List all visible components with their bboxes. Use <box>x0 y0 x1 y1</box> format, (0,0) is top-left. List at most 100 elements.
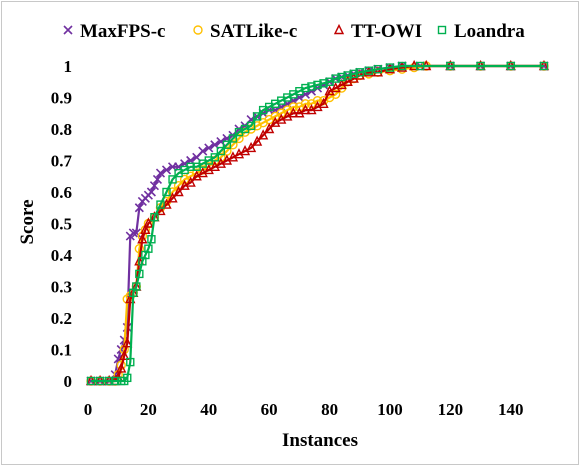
data-point-loandra <box>162 187 171 197</box>
legend-item-tt-owi: TT-OWI <box>333 21 422 42</box>
series-tt-owi <box>85 59 550 386</box>
y-tick-label: 0.1 <box>51 341 72 360</box>
y-tick-label: 0.4 <box>51 246 73 265</box>
data-point-loandra <box>86 376 96 386</box>
data-point-satlike-c <box>228 140 238 150</box>
data-point-loandra <box>539 61 549 71</box>
x-tick-label: 0 <box>84 400 93 419</box>
data-point-maxfps-c <box>152 174 163 184</box>
data-point-loandra <box>126 357 135 367</box>
data-point-satlike-c <box>288 102 299 112</box>
x-tick-label: 120 <box>438 400 464 419</box>
data-point-tt-owi <box>122 337 133 348</box>
x-tick-label: 60 <box>261 400 278 419</box>
x-tick-label: 80 <box>321 400 338 419</box>
data-point-loandra <box>319 79 328 88</box>
legend-marker-satlike-c <box>193 25 203 35</box>
legend-label-satlike-c: SATLike-c <box>210 21 297 42</box>
data-point-loandra <box>104 376 114 386</box>
data-point-satlike-c <box>134 243 145 254</box>
data-point-tt-owi <box>258 129 269 140</box>
data-point-loandra <box>506 61 515 71</box>
y-tick-label: 0.6 <box>51 183 72 202</box>
data-point-loandra <box>476 61 485 71</box>
series-line-maxfps-c <box>91 64 544 383</box>
legend-marker-loandra <box>437 25 447 35</box>
legend: MaxFPS-c SATLike-c TT-OWI Loandra <box>63 21 525 42</box>
data-point-tt-owi <box>173 185 184 197</box>
y-tick-label: 0.7 <box>51 152 73 171</box>
y-tick-label: 1 <box>64 57 73 76</box>
data-point-tt-owi <box>140 223 151 234</box>
data-point-loandra <box>337 72 346 82</box>
data-point-loandra <box>446 61 455 71</box>
data-point-maxfps-c <box>128 228 138 238</box>
data-point-loandra <box>156 200 165 209</box>
data-point-tt-owi <box>300 104 311 115</box>
x-tick-label: 40 <box>200 400 217 419</box>
series-line-satlike-c <box>91 64 544 383</box>
x-tick-label: 20 <box>140 400 157 419</box>
legend-label-loandra: Loandra <box>454 21 525 42</box>
legend-marker-tt-owi <box>333 23 345 35</box>
data-point-loandra <box>307 82 316 91</box>
data-point-loandra <box>313 80 322 90</box>
data-point-satlike-c <box>234 133 244 144</box>
data-point-loandra <box>216 146 226 156</box>
data-point-loandra <box>355 68 364 77</box>
x-tick-label: 140 <box>498 400 524 419</box>
data-point-loandra <box>222 140 232 149</box>
data-point-loandra <box>150 212 159 222</box>
data-point-tt-owi <box>116 362 127 373</box>
data-point-loandra <box>132 282 141 291</box>
data-point-loandra <box>349 69 358 79</box>
y-tick-label: 0.5 <box>51 215 72 234</box>
y-tick-label: 0.8 <box>51 120 72 139</box>
legend-label-maxfps-c: MaxFPS-c <box>80 21 165 42</box>
legend-item-maxfps-c: MaxFPS-c <box>63 21 165 42</box>
data-point-loandra <box>252 112 262 121</box>
data-point-loandra <box>415 61 425 71</box>
data-point-loandra <box>385 63 395 72</box>
data-point-tt-owi <box>143 217 154 228</box>
data-point-tt-owi <box>167 192 178 203</box>
data-point-loandra <box>210 153 220 162</box>
axes: 0 0.1 0.2 0.3 0.4 0.5 0.6 0.7 0.8 0.9 1 0 20 40 60 80 10… <box>51 57 524 419</box>
data-point-loandra <box>110 376 120 386</box>
data-point-tt-owi <box>288 107 299 118</box>
data-point-maxfps-c <box>198 146 208 156</box>
data-point-loandra <box>373 64 383 74</box>
data-point-loandra <box>123 373 132 383</box>
data-point-loandra <box>246 121 256 131</box>
x-tick-label: 100 <box>377 400 403 419</box>
data-point-maxfps-c <box>204 143 214 153</box>
data-point-loandra <box>228 134 238 143</box>
data-point-loandra <box>95 376 105 386</box>
y-tick-label: 0.2 <box>51 309 72 328</box>
data-point-tt-owi <box>119 349 130 360</box>
data-point-loandra <box>186 162 195 172</box>
data-point-tt-owi <box>264 122 275 134</box>
data-point-loandra <box>331 74 340 83</box>
series-line-tt-owi <box>91 64 544 383</box>
legend-marker-maxfps-c <box>63 25 73 35</box>
series-line-loandra <box>91 64 544 383</box>
data-point-maxfps-c <box>155 168 166 178</box>
data-point-loandra <box>147 235 156 244</box>
legend-label-tt-owi: TT-OWI <box>351 21 422 42</box>
y-tick-label: 0.3 <box>51 278 72 297</box>
data-point-tt-owi <box>251 135 263 146</box>
y-axis-title: Score <box>17 199 38 244</box>
data-point-satlike-c <box>216 152 226 163</box>
series-layer <box>85 59 550 386</box>
y-tick-label: 0.9 <box>51 89 72 108</box>
data-point-tt-owi <box>245 141 257 153</box>
data-point-loandra <box>343 71 352 80</box>
data-point-loandra <box>397 61 407 71</box>
series-loandra <box>86 61 549 386</box>
legend-item-loandra: Loandra <box>437 21 525 42</box>
data-point-loandra <box>144 244 153 253</box>
data-point-maxfps-c <box>134 203 144 213</box>
